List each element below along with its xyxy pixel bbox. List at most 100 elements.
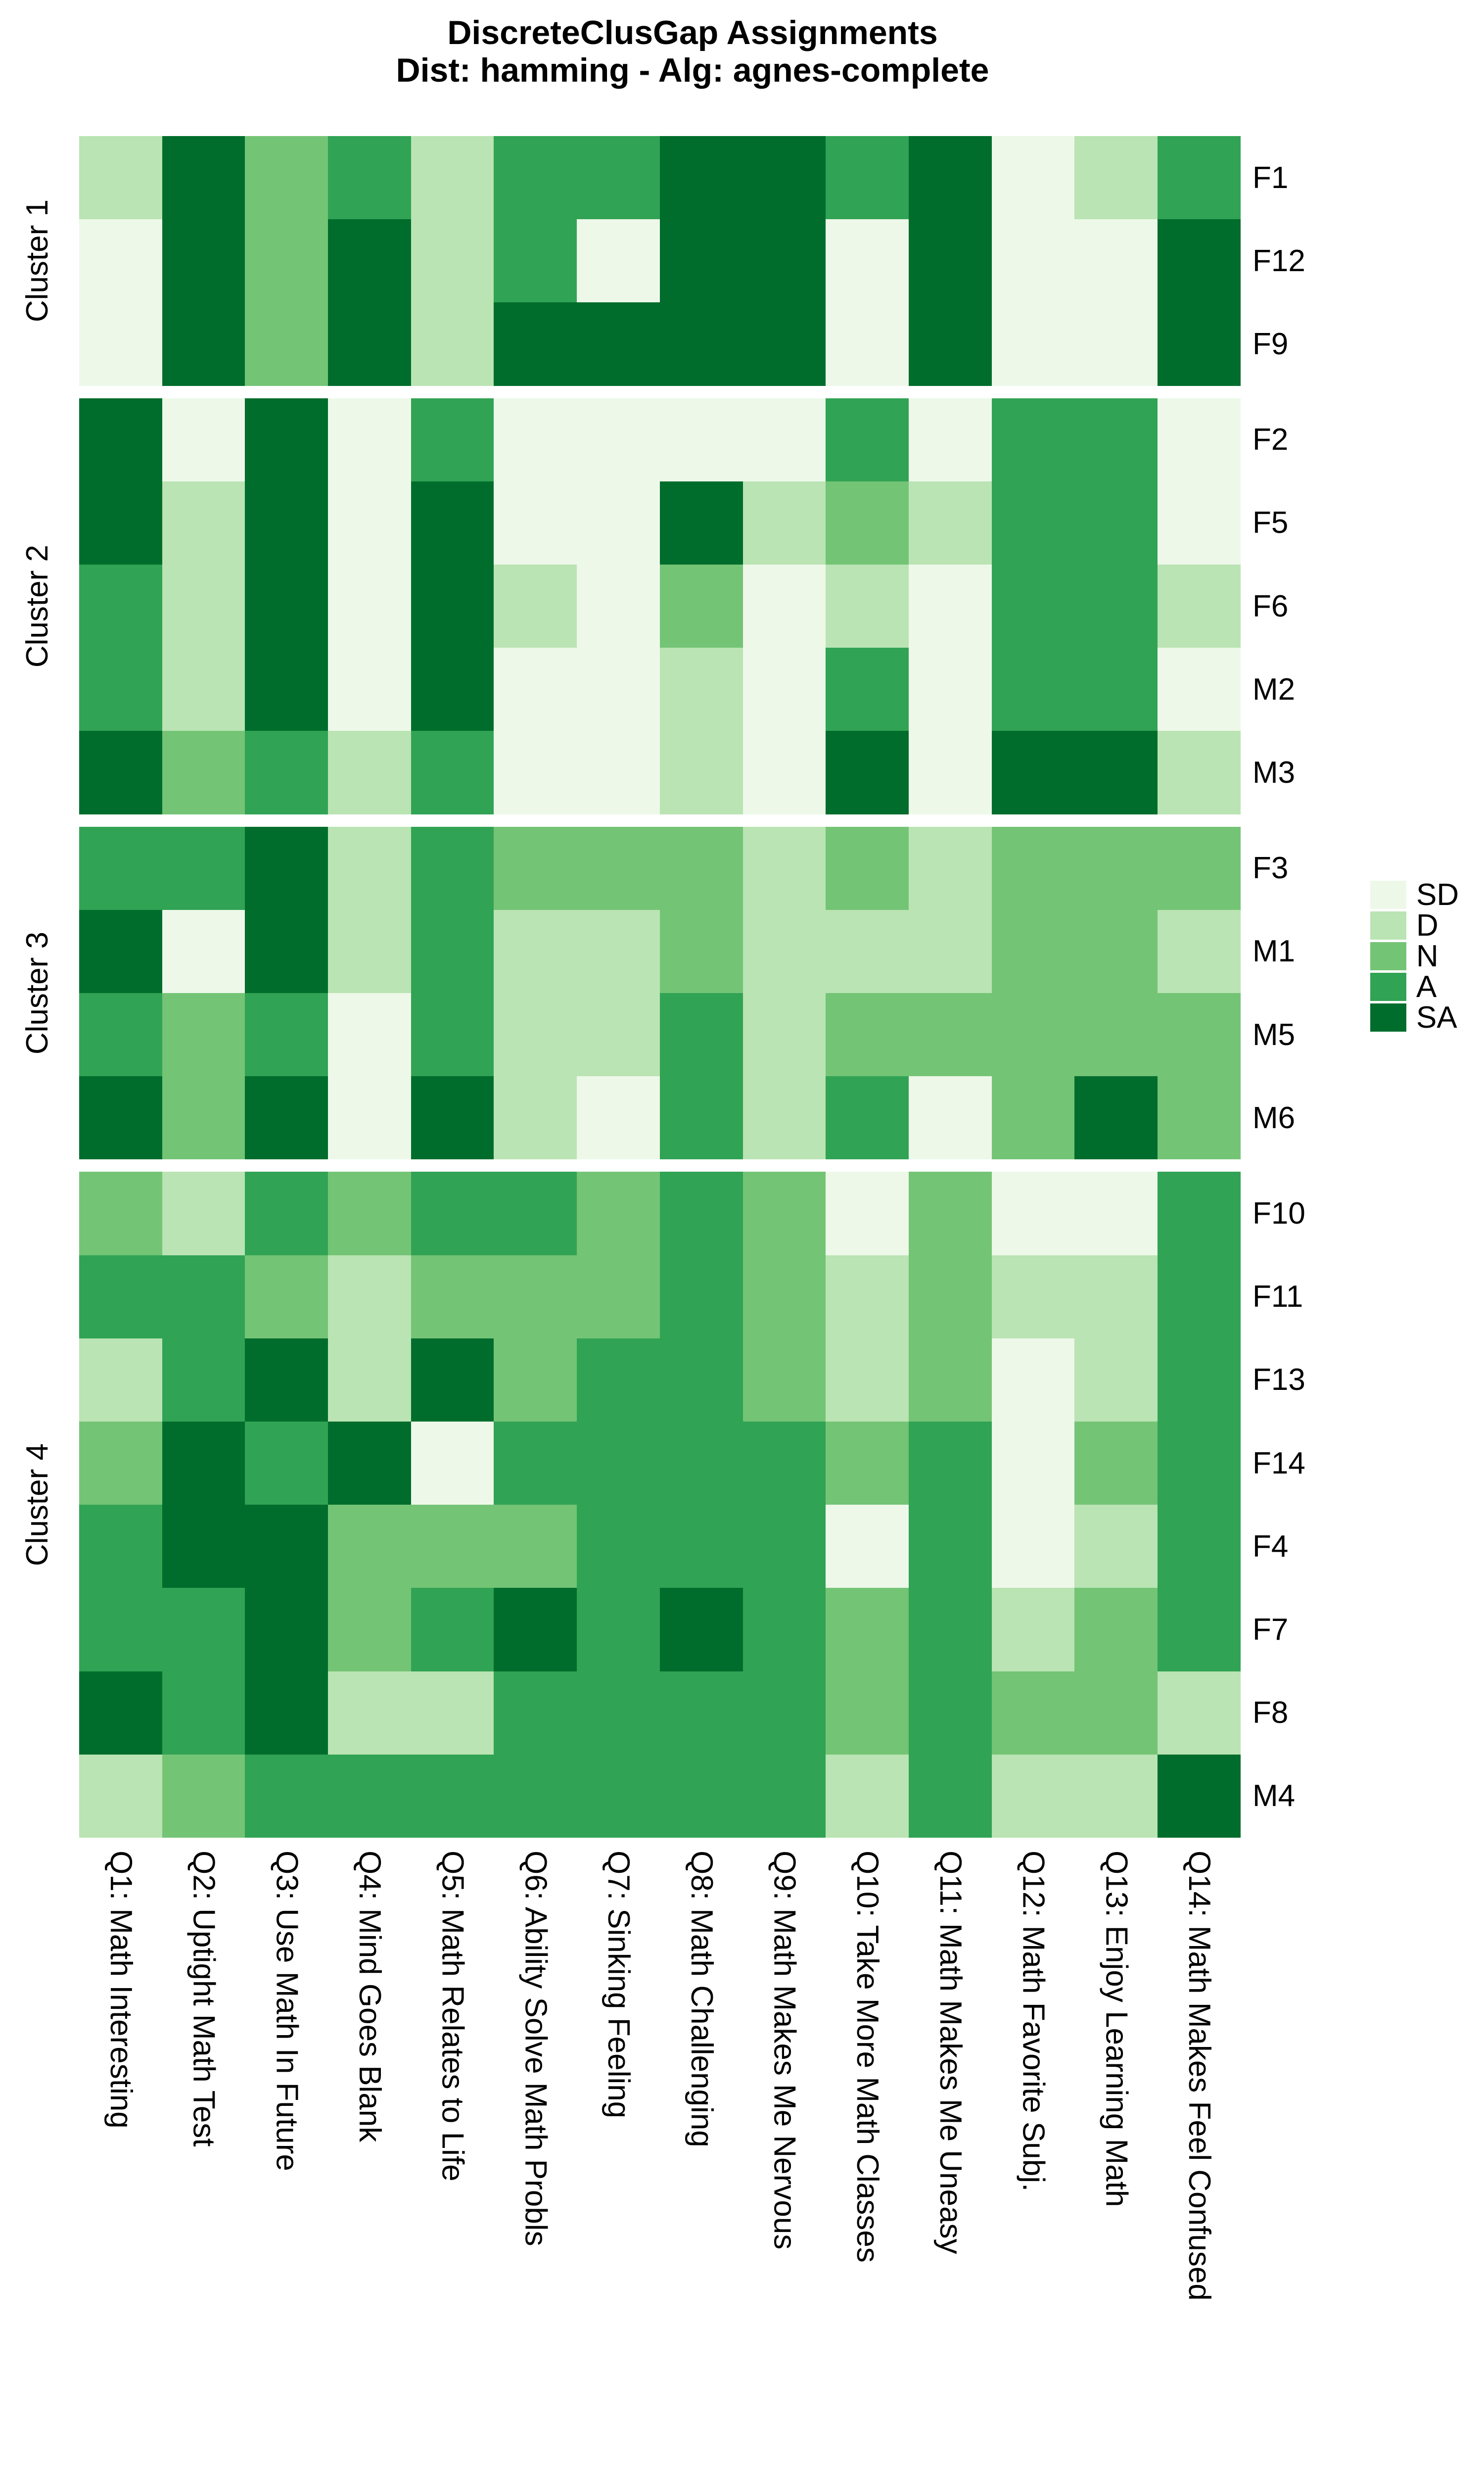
heatmap-cell [991,731,1075,814]
heatmap-cell [991,1671,1075,1755]
heatmap-cell [79,398,162,481]
heatmap-cell [1074,136,1158,220]
heatmap-cell [742,826,826,910]
heatmap-cell [245,648,328,731]
heatmap-cell [659,648,743,731]
heatmap-cell [79,1754,162,1838]
cluster-label-1: Cluster 1 [0,136,74,386]
heatmap-cell [245,993,328,1077]
heatmap-cell [79,648,162,731]
heatmap-cell [577,1505,660,1588]
heatmap-cell [1158,1255,1241,1338]
heatmap-cell [826,1421,909,1505]
heatmap-cell [908,1505,992,1588]
heatmap-cell [328,648,411,731]
heatmap-cell [577,826,660,910]
heatmap-cell [245,731,328,814]
heatmap-cell [991,1172,1075,1255]
heatmap-cell [162,826,245,910]
heatmap-cell [79,1338,162,1422]
heatmap-cell [411,1338,494,1422]
heatmap-cell [1074,1588,1158,1671]
heatmap-cell [742,1754,826,1838]
row-label: F9 [1252,327,1289,361]
heatmap-cell [659,564,743,648]
heatmap-cell [494,731,577,814]
heatmap-cell [908,219,992,303]
heatmap-cell [79,1588,162,1671]
heatmap-cell [826,1671,909,1755]
heatmap-cell [1158,1076,1241,1160]
heatmap-cell [908,398,992,481]
heatmap-cell [991,1338,1075,1422]
heatmap-cell [494,136,577,220]
cluster-label-2: Cluster 2 [0,398,74,814]
heatmap-cell [826,398,909,481]
heatmap-cell [162,219,245,303]
heatmap-cell [991,993,1075,1077]
heatmap-cell [1158,1588,1241,1671]
heatmap-cell [162,481,245,565]
heatmap-cell [162,1338,245,1422]
heatmap-cell [494,909,577,993]
heatmap-cell [577,398,660,481]
heatmap-cell [1158,1172,1241,1255]
heatmap-cell [162,909,245,993]
heatmap-cell [908,909,992,993]
heatmap-cell [1158,1754,1241,1838]
heatmap-cell [742,1338,826,1422]
heatmap-cell [494,1338,577,1422]
heatmap-cell [79,1421,162,1505]
heatmap-cell [1158,564,1241,648]
heatmap-cell [659,302,743,386]
heatmap-cell [826,993,909,1077]
heatmap-cell [494,1505,577,1588]
heatmap-cell [411,648,494,731]
heatmap-cell [328,1172,411,1255]
heatmap-cell [908,1172,992,1255]
cluster-label-text: Cluster 1 [20,199,54,323]
heatmap-cell [79,302,162,386]
heatmap-cell [79,731,162,814]
heatmap-cell [826,826,909,910]
heatmap-cell [577,219,660,303]
heatmap-cell [494,398,577,481]
heatmap-cell [1074,1754,1158,1838]
heatmap-cell [742,909,826,993]
legend-label-sa: SA [1416,1000,1457,1035]
heatmap-cell [162,398,245,481]
heatmap-cell [991,1421,1075,1505]
heatmap-cell [577,993,660,1077]
cluster-label-text: Cluster 4 [20,1443,54,1567]
heatmap-cell [577,1671,660,1755]
heatmap-cell [991,1754,1075,1838]
heatmap-cell [991,1505,1075,1588]
cluster-block-4 [79,1172,1241,1838]
heatmap-cell [79,481,162,565]
heatmap-cell [162,1754,245,1838]
heatmap-cell [1158,909,1241,993]
heatmap-cell [494,1588,577,1671]
heatmap-cell [162,648,245,731]
heatmap-cell [991,219,1075,303]
heatmap-cell [494,1076,577,1160]
heatmap-cell [411,219,494,303]
heatmap-cell [577,648,660,731]
heatmap-cell [1074,1076,1158,1160]
x-axis-label: Q3: Use Math In Future [270,1851,304,2171]
heatmap-cell [494,1671,577,1755]
x-axis-label: Q8: Math Challenging [684,1851,719,2147]
heatmap-cell [245,481,328,565]
heatmap-cell [245,302,328,386]
heatmap-cell [1158,648,1241,731]
heatmap-cell [1074,1338,1158,1422]
cluster-block-2 [79,398,1241,814]
heatmap-cell [494,1754,577,1838]
heatmap-cell [991,1255,1075,1338]
heatmap-cell [162,564,245,648]
cluster-block-3 [79,826,1241,1160]
heatmap-cell [411,1172,494,1255]
heatmap-cell [577,1421,660,1505]
heatmap-cell [991,481,1075,565]
heatmap-cell [742,1172,826,1255]
